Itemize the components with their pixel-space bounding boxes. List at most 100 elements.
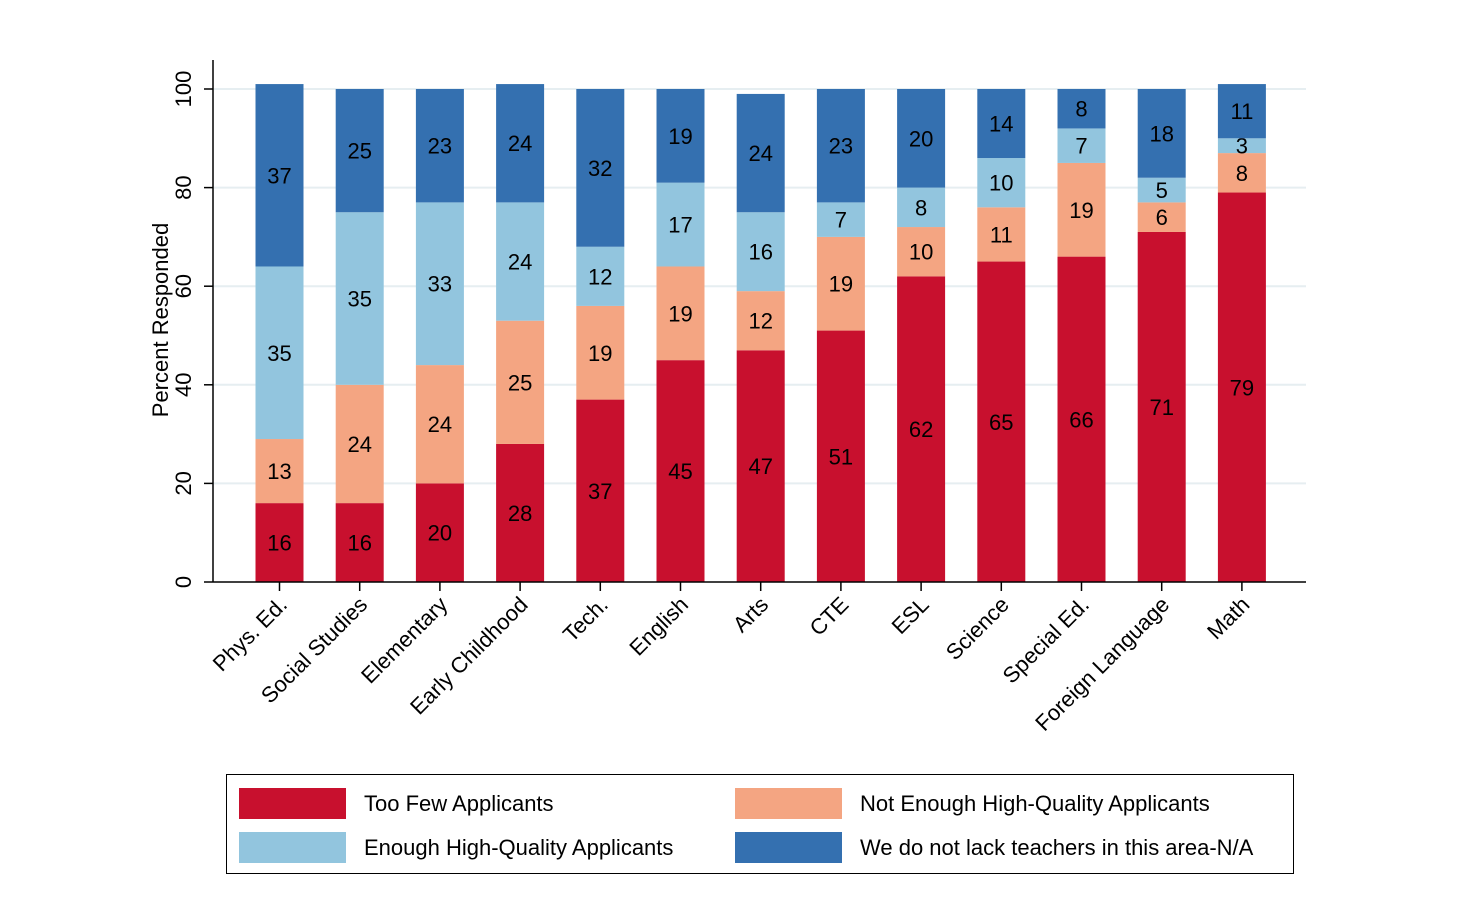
data-label-phys-ed-not-enough-high-quality-applicants: 13 [267, 459, 291, 484]
legend-item-too-few: Too Few Applicants [239, 788, 554, 819]
y-tick-label-40: 40 [171, 373, 196, 397]
bar-math-not-enough-high-quality-applicants [1217, 153, 1266, 193]
bar-foreign-language-not-enough-high-quality-applicants [1137, 202, 1186, 232]
legend-swatch-enough-hq [239, 832, 346, 863]
data-label-elementary-not-enough-high-quality-applicants: 24 [428, 412, 452, 437]
bar-phys-ed-we-do-not-lack-teachers-in-this-area-n-a [255, 84, 304, 267]
data-label-foreign-language-we-do-not-lack-teachers-in-this-area-n-a: 18 [1149, 121, 1173, 146]
bar-special-ed-too-few-applicants [1057, 256, 1106, 582]
x-tick-label-math: Math [1202, 592, 1254, 644]
data-label-arts-not-enough-high-quality-applicants: 12 [748, 309, 772, 334]
data-label-arts-enough-high-quality-applicants: 16 [748, 240, 772, 265]
data-label-english-not-enough-high-quality-applicants: 19 [668, 301, 692, 326]
x-tick-label-science: Science [941, 592, 1014, 665]
y-tick-label-100: 100 [171, 71, 196, 108]
y-tick-label-60: 60 [171, 274, 196, 298]
bar-tech-too-few-applicants [576, 399, 625, 582]
data-label-foreign-language-too-few-applicants: 71 [1149, 395, 1173, 420]
bar-cte-too-few-applicants [816, 330, 865, 582]
bar-social-studies-too-few-applicants [335, 503, 384, 582]
bar-english-we-do-not-lack-teachers-in-this-area-n-a [656, 89, 705, 183]
bar-tech-enough-high-quality-applicants [576, 246, 625, 306]
data-label-esl-we-do-not-lack-teachers-in-this-area-n-a: 20 [909, 126, 933, 151]
bar-esl-too-few-applicants [897, 276, 946, 582]
data-label-elementary-enough-high-quality-applicants: 33 [428, 272, 452, 297]
data-label-arts-too-few-applicants: 47 [748, 454, 772, 479]
bar-early-childhood-too-few-applicants [496, 443, 545, 582]
bar-early-childhood-we-do-not-lack-teachers-in-this-area-n-a [496, 84, 545, 203]
legend-swatch-too-few [239, 788, 346, 819]
bar-cte-enough-high-quality-applicants [816, 202, 865, 237]
legend-item-no-lack: We do not lack teachers in this area-N/A [735, 832, 1253, 863]
y-tick-label-80: 80 [171, 175, 196, 199]
data-label-elementary-too-few-applicants: 20 [428, 521, 452, 546]
bar-social-studies-not-enough-high-quality-applicants [335, 384, 384, 504]
bar-special-ed-enough-high-quality-applicants [1057, 128, 1106, 163]
data-label-math-enough-high-quality-applicants: 3 [1236, 134, 1248, 159]
bars: 1613353716243525202433232825242437191232… [255, 84, 1266, 582]
legend-swatch-not-enough-hq [735, 788, 842, 819]
bar-foreign-language-too-few-applicants [1137, 231, 1186, 582]
data-label-special-ed-we-do-not-lack-teachers-in-this-area-n-a: 8 [1075, 97, 1087, 122]
data-label-social-studies-enough-high-quality-applicants: 35 [347, 287, 371, 312]
x-tick-label-arts: Arts [728, 592, 773, 637]
data-label-tech-not-enough-high-quality-applicants: 19 [588, 341, 612, 366]
bar-tech-not-enough-high-quality-applicants [576, 305, 625, 400]
bar-cte-we-do-not-lack-teachers-in-this-area-n-a [816, 89, 865, 203]
bar-elementary-we-do-not-lack-teachers-in-this-area-n-a [415, 89, 464, 203]
x-tick-label-foreign-language: Foreign Language [1030, 592, 1174, 736]
data-label-arts-we-do-not-lack-teachers-in-this-area-n-a: 24 [748, 141, 772, 166]
bar-foreign-language-we-do-not-lack-teachers-in-this-area-n-a [1137, 89, 1186, 178]
data-label-science-not-enough-high-quality-applicants: 11 [990, 222, 1013, 247]
x-tick-label-english: English [624, 592, 693, 661]
data-label-phys-ed-too-few-applicants: 16 [267, 531, 291, 556]
data-label-esl-enough-high-quality-applicants: 8 [915, 195, 927, 220]
bar-early-childhood-enough-high-quality-applicants [496, 202, 545, 321]
data-label-special-ed-not-enough-high-quality-applicants: 19 [1069, 198, 1093, 223]
bar-social-studies-we-do-not-lack-teachers-in-this-area-n-a [335, 89, 384, 213]
x-tick-label-cte: CTE [805, 592, 854, 641]
bar-arts-we-do-not-lack-teachers-in-this-area-n-a [736, 93, 785, 213]
bar-tech-we-do-not-lack-teachers-in-this-area-n-a [576, 89, 625, 247]
data-label-english-enough-high-quality-applicants: 17 [668, 213, 692, 238]
legend-item-not-enough-hq: Not Enough High-Quality Applicants [735, 788, 1210, 819]
bar-elementary-too-few-applicants [415, 483, 464, 582]
bar-arts-too-few-applicants [736, 350, 785, 582]
data-label-special-ed-too-few-applicants: 66 [1069, 407, 1093, 432]
data-label-esl-too-few-applicants: 62 [909, 417, 933, 442]
data-label-english-too-few-applicants: 45 [668, 459, 692, 484]
data-label-science-too-few-applicants: 65 [989, 410, 1013, 435]
data-label-tech-we-do-not-lack-teachers-in-this-area-n-a: 32 [588, 156, 612, 181]
y-tick-label-20: 20 [171, 471, 196, 495]
legend-label-too-few: Too Few Applicants [364, 790, 554, 816]
y-tick-label-0: 0 [171, 576, 196, 588]
data-label-early-childhood-too-few-applicants: 28 [508, 501, 532, 526]
bar-arts-enough-high-quality-applicants [736, 212, 785, 292]
data-label-social-studies-we-do-not-lack-teachers-in-this-area-n-a: 25 [347, 139, 371, 164]
bar-elementary-enough-high-quality-applicants [415, 202, 464, 366]
bar-science-we-do-not-lack-teachers-in-this-area-n-a [977, 89, 1026, 159]
data-label-foreign-language-enough-high-quality-applicants: 5 [1156, 178, 1168, 203]
data-label-cte-we-do-not-lack-teachers-in-this-area-n-a: 23 [829, 134, 853, 159]
bar-foreign-language-enough-high-quality-applicants [1137, 177, 1186, 203]
bar-phys-ed-enough-high-quality-applicants [255, 266, 304, 440]
data-label-math-not-enough-high-quality-applicants: 8 [1236, 161, 1248, 186]
x-tick-label-phys-ed: Phys. Ed. [208, 592, 292, 676]
legend-item-enough-hq: Enough High-Quality Applicants [239, 832, 673, 863]
bar-english-too-few-applicants [656, 360, 705, 582]
bar-phys-ed-too-few-applicants [255, 503, 304, 582]
data-label-social-studies-not-enough-high-quality-applicants: 24 [347, 432, 371, 457]
y-axis-title: Percent Responded [148, 223, 173, 417]
bar-esl-enough-high-quality-applicants [897, 187, 946, 228]
data-label-esl-not-enough-high-quality-applicants: 10 [909, 240, 933, 265]
bar-math-enough-high-quality-applicants [1217, 138, 1266, 154]
bar-math-too-few-applicants [1217, 192, 1266, 582]
data-label-social-studies-too-few-applicants: 16 [347, 531, 371, 556]
bar-arts-not-enough-high-quality-applicants [736, 291, 785, 351]
data-label-phys-ed-enough-high-quality-applicants: 35 [267, 341, 291, 366]
legend-swatch-no-lack [735, 832, 842, 863]
bar-elementary-not-enough-high-quality-applicants [415, 365, 464, 484]
x-tick-label-tech: Tech. [558, 592, 613, 647]
data-label-cte-enough-high-quality-applicants: 7 [835, 208, 847, 233]
